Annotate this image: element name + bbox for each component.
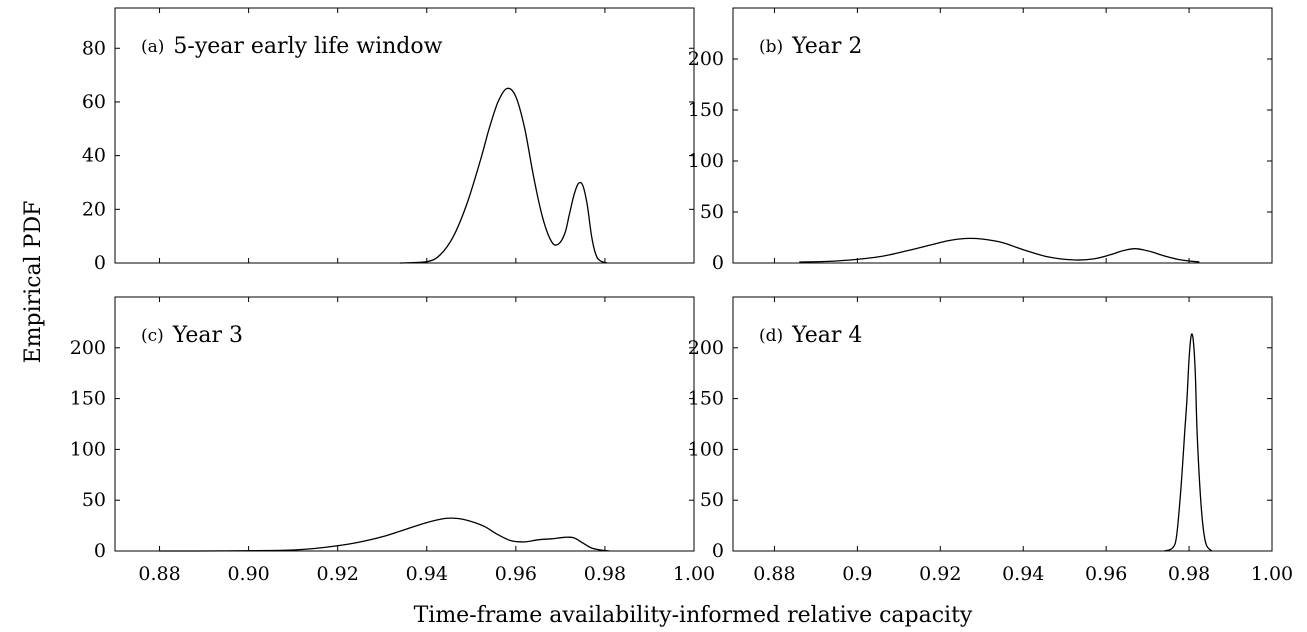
y-axis-title: Empirical PDF [21, 201, 46, 364]
y-tick-label: 50 [700, 201, 724, 223]
x-axis-title: Time-frame availability-informed relativ… [414, 603, 973, 628]
y-tick-label: 50 [700, 489, 724, 511]
panel-tag: (a) [141, 37, 164, 57]
y-tick-label: 20 [82, 198, 106, 220]
y-tick-label: 40 [82, 145, 106, 167]
x-tick-label: 0.90 [227, 563, 269, 585]
y-tick-label: 150 [688, 99, 724, 121]
panel-b: 0 50 100 150 200 (b) Year 2 [688, 7, 1273, 274]
panel-grid: 0 20 40 60 80 (a) 5-year early life window 0 50 1… [70, 7, 1293, 585]
plot-frame [732, 296, 1273, 552]
pdf-curve [799, 237, 1200, 263]
x-tick-label: 1.00 [1251, 563, 1293, 585]
y-tick-label: 100 [70, 438, 106, 460]
x-tick-label: 0.98 [1168, 563, 1210, 585]
panel-tag: (b) [759, 37, 783, 57]
panel-title: Year 4 [791, 323, 862, 348]
panel-title: Year 2 [791, 34, 862, 59]
x-tick-label: 0.98 [584, 563, 626, 585]
x-tick-label: 0.92 [919, 563, 961, 585]
x-tick-label: 0.88 [138, 563, 180, 585]
panel-title: 5-year early life window [173, 34, 442, 59]
y-tick-label: 80 [82, 37, 106, 59]
y-tick-label: 0 [94, 252, 106, 274]
x-tick-label: 0.92 [317, 563, 359, 585]
y-tick-label: 0 [712, 540, 724, 562]
y-tick-label: 100 [688, 438, 724, 460]
plot-frame [732, 7, 1273, 264]
x-tick-label: 0.96 [1085, 563, 1127, 585]
panel-d: 0 50 100 150 200 0.88 0.9 0.92 0.94 0.96 0.98 1.00 (… [688, 296, 1293, 585]
y-tick-label: 0 [94, 540, 106, 562]
panel-tag: (c) [141, 326, 164, 346]
x-tick-label: 0.96 [495, 563, 537, 585]
x-tick-label: 1.00 [673, 563, 715, 585]
pdf-curve [399, 87, 608, 264]
x-tick-label: 0.9 [842, 563, 872, 585]
panel-c: 0 50 100 150 200 0.88 0.90 0.92 0.94 0.96 0.98 1.00… [70, 296, 715, 585]
panel-title: Year 3 [172, 323, 243, 348]
panel-tag: (d) [759, 326, 783, 346]
panel-a: 0 20 40 60 80 (a) 5-year early life window [82, 7, 695, 274]
y-tick-label: 60 [82, 91, 106, 113]
y-tick-label: 150 [70, 388, 106, 410]
pdf-curve [159, 517, 610, 552]
x-tick-label: 0.88 [753, 563, 795, 585]
y-tick-label: 150 [688, 388, 724, 410]
y-tick-label: 200 [688, 337, 724, 359]
y-tick-label: 0 [712, 252, 724, 274]
y-tick-label: 200 [70, 337, 106, 359]
y-tick-label: 100 [688, 150, 724, 172]
x-tick-label: 0.94 [406, 563, 448, 585]
y-tick-label: 50 [82, 489, 106, 511]
plot-frame [114, 296, 695, 552]
pdf-curve [1163, 333, 1213, 552]
y-tick-label: 200 [688, 48, 724, 70]
x-tick-label: 0.94 [1002, 563, 1044, 585]
